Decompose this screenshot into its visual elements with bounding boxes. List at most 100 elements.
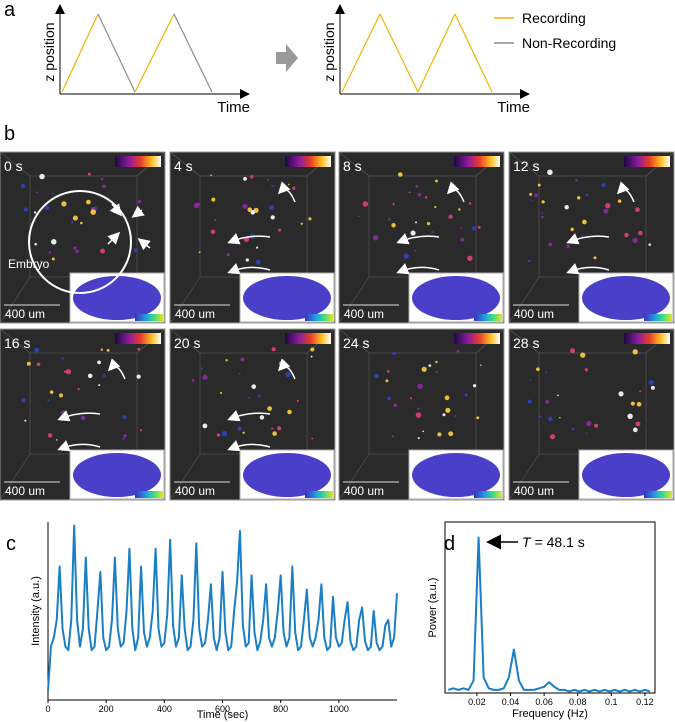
time-label: 12 s <box>513 158 539 174</box>
signal-blob <box>100 177 104 181</box>
signal-blob <box>87 172 91 176</box>
signal-blob <box>245 258 249 262</box>
x-tick-label: 0.04 <box>502 697 520 707</box>
colorbar <box>624 156 670 167</box>
signal-blob <box>123 434 127 438</box>
signal-blob <box>638 230 643 236</box>
arrow <box>396 263 440 275</box>
arrow <box>277 358 296 380</box>
y-axis-label: Power (a.u.) <box>427 578 439 638</box>
signal-blob <box>250 210 256 215</box>
annotation: T = 48.1 s <box>522 534 585 550</box>
signal-blob <box>137 347 141 351</box>
signal-blob <box>226 253 230 257</box>
signal-blob <box>51 239 57 245</box>
signal-blob <box>300 222 303 225</box>
arrow <box>107 358 126 380</box>
signal-blob <box>36 362 41 367</box>
signal-blob <box>624 232 629 238</box>
signal-blob <box>34 242 37 246</box>
time-label: 20 s <box>174 335 200 351</box>
signal-blob <box>460 237 465 242</box>
signal-blob <box>33 211 37 214</box>
signal-blob <box>410 230 416 236</box>
signal-blob <box>435 179 438 183</box>
signal-blob <box>476 416 480 420</box>
signal-blob <box>106 348 110 352</box>
arrow <box>566 263 610 275</box>
wireframe <box>508 453 540 501</box>
legend-label: Recording <box>522 10 586 26</box>
signal-blob <box>277 426 282 431</box>
signal-blob <box>392 202 395 206</box>
series-line <box>47 524 398 692</box>
signal-blob <box>548 416 553 422</box>
signal-blob <box>442 413 446 417</box>
signal-blob <box>638 352 641 355</box>
signal-blob <box>211 197 216 202</box>
signal-blob <box>137 199 142 204</box>
signal-blob <box>557 394 559 397</box>
scale-bar-label: 400 um <box>175 484 215 498</box>
colorbar <box>285 333 331 344</box>
signal-blob <box>581 234 584 237</box>
colorbar <box>454 156 500 167</box>
signal-blob <box>479 364 482 367</box>
signal-blob <box>267 406 272 411</box>
signal-blob <box>202 374 208 380</box>
signal-blob <box>242 431 245 434</box>
signal-blob <box>387 370 390 373</box>
arrow <box>137 238 151 251</box>
signal-blob <box>431 231 434 234</box>
signal-blob <box>374 373 379 379</box>
signal-blob <box>198 251 201 254</box>
signal-blob <box>102 374 106 378</box>
signal-blob <box>122 437 125 440</box>
signal-blob <box>49 390 54 394</box>
signal-blob <box>435 371 438 374</box>
signal-blob <box>240 357 245 362</box>
signal-blob <box>632 237 638 243</box>
signal-blob <box>278 228 282 232</box>
signal-blob <box>122 415 127 419</box>
inset-colorbar <box>135 314 163 321</box>
embryo-inset <box>412 276 500 320</box>
annotation-text: = 48.1 s <box>535 534 585 550</box>
signal-blob <box>639 390 642 393</box>
signal-blob <box>408 191 411 194</box>
arrow <box>227 410 271 422</box>
wireframe <box>508 276 540 324</box>
signal-blob <box>47 399 50 402</box>
signal-blob <box>586 420 592 427</box>
colorbar <box>115 156 161 167</box>
signal-blob <box>398 172 403 177</box>
signal-blob <box>256 246 259 249</box>
scale-bar-label: 400 um <box>5 307 45 321</box>
signal-blob <box>34 347 40 353</box>
signal-blob <box>594 423 599 428</box>
signal-blob <box>545 399 550 404</box>
signal-blob <box>259 415 265 420</box>
signal-blob <box>310 347 315 352</box>
signal-blob <box>564 204 569 210</box>
signal-blob <box>566 244 570 249</box>
signal-blob <box>219 391 223 394</box>
image-frame: 16 s 400 um <box>0 328 166 501</box>
signal-blob <box>627 413 633 420</box>
signal-blob <box>191 378 195 382</box>
signal-blob <box>387 396 391 401</box>
image-frame: 24 s 400 um <box>338 328 505 501</box>
wireframe <box>338 328 370 354</box>
x-tick-label: 1000 <box>329 704 349 714</box>
signal-blob <box>242 203 248 209</box>
panel-label: a <box>4 0 16 21</box>
embryo-outline <box>28 190 132 294</box>
signal-blob <box>221 430 228 437</box>
signal-blob <box>80 415 86 421</box>
arrow <box>227 233 271 245</box>
signal-blob <box>288 183 290 186</box>
signal-blob <box>534 193 538 198</box>
signal-blob <box>51 192 55 195</box>
image-frame: 4 s 400 um <box>169 151 336 324</box>
signal-blob <box>358 215 360 218</box>
